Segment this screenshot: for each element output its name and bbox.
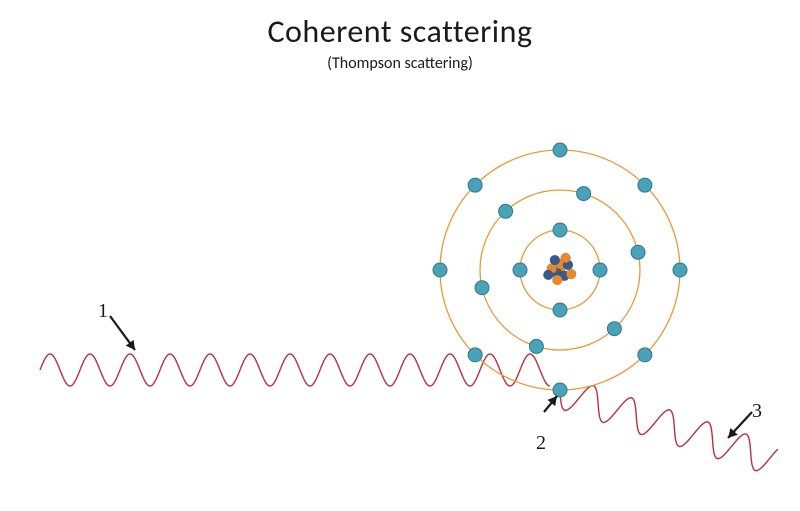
electron xyxy=(468,178,482,192)
electron xyxy=(638,178,652,192)
electron xyxy=(607,322,621,336)
electron xyxy=(513,263,527,277)
electron xyxy=(433,263,447,277)
electron xyxy=(553,223,567,237)
diagram-stage xyxy=(0,0,800,511)
electron xyxy=(529,339,543,353)
callout-label-1: 1 xyxy=(98,300,108,323)
electron xyxy=(553,303,567,317)
nucleon xyxy=(550,255,560,265)
callout-arrowhead-1 xyxy=(126,340,135,350)
electron xyxy=(553,383,567,397)
electron xyxy=(499,204,513,218)
nucleon xyxy=(543,270,553,280)
electron xyxy=(577,187,591,201)
electron xyxy=(631,245,645,259)
electron xyxy=(553,143,567,157)
nucleon xyxy=(566,269,576,279)
electron xyxy=(638,348,652,362)
electron xyxy=(468,348,482,362)
nucleon xyxy=(561,253,571,263)
scattered-wave xyxy=(560,386,778,471)
electron xyxy=(673,263,687,277)
callout-label-3: 3 xyxy=(752,400,762,423)
nucleon xyxy=(552,275,562,285)
electron xyxy=(475,281,489,295)
electron xyxy=(593,263,607,277)
callout-label-2: 2 xyxy=(536,432,546,455)
